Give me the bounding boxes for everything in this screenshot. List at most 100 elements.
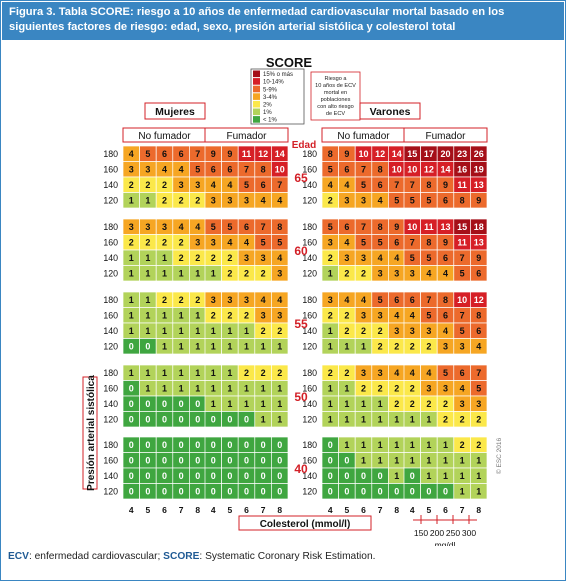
risk-value: 5 — [361, 180, 366, 190]
risk-value: 9 — [394, 222, 399, 232]
risk-value: 1 — [261, 342, 266, 352]
y-axis-label: Presión arterial sistólica — [86, 375, 97, 491]
cholesterol-tick-label: 6 — [162, 505, 167, 515]
risk-value: 4 — [460, 384, 465, 394]
risk-value: 1 — [195, 342, 200, 352]
cholesterol-tick-label: 5 — [427, 505, 432, 515]
risk-value: 2 — [426, 399, 431, 409]
risk-value: 2 — [277, 368, 282, 378]
risk-value: 1 — [460, 471, 465, 481]
figure-caption: Figura 3. Tabla SCORE: riesgo a 10 años … — [9, 6, 505, 33]
risk-value: 1 — [261, 384, 266, 394]
risk-value: 3 — [244, 196, 249, 206]
risk-value: 4 — [195, 222, 200, 232]
risk-value: 8 — [378, 165, 383, 175]
risk-value: 5 — [328, 165, 333, 175]
risk-value: 5 — [195, 165, 200, 175]
risk-value: 13 — [474, 180, 484, 190]
risk-value: 1 — [344, 342, 349, 352]
risk-value: 4 — [261, 196, 266, 206]
risk-value: 1 — [162, 384, 167, 394]
risk-value: 2 — [195, 196, 200, 206]
sbp-tick-label: 180 — [302, 222, 317, 232]
risk-value: 2 — [378, 326, 383, 336]
risk-value: 9 — [344, 149, 349, 159]
risk-value: 3 — [211, 295, 216, 305]
sbp-tick-label: 160 — [103, 456, 118, 466]
risk-value: 2 — [179, 253, 184, 263]
risk-value: 0 — [162, 456, 167, 466]
risk-value: 0 — [328, 456, 333, 466]
risk-value: 2 — [394, 342, 399, 352]
risk-value: 1 — [476, 471, 481, 481]
risk-value: 2 — [162, 295, 167, 305]
risk-value: 0 — [361, 487, 366, 497]
legend-label: 2% — [263, 103, 272, 109]
risk-value: 5 — [145, 149, 150, 159]
cholesterol-tick-label: 8 — [195, 505, 200, 515]
risk-value: 6 — [460, 368, 465, 378]
risk-value: 5 — [426, 196, 431, 206]
legend-label: 15% o más — [263, 72, 293, 78]
risk-value: 0 — [162, 415, 167, 425]
risk-value: 4 — [344, 238, 349, 248]
legend-swatch — [253, 100, 260, 108]
risk-value: 2 — [277, 326, 282, 336]
risk-value: 1 — [361, 456, 366, 466]
risk-value: 4 — [277, 253, 282, 263]
risk-value: 1 — [443, 471, 448, 481]
risk-value: 1 — [443, 440, 448, 450]
risk-value: 5 — [227, 222, 232, 232]
risk-value: 1 — [162, 311, 167, 321]
risk-value: 1 — [162, 269, 167, 279]
risk-value: 5 — [211, 222, 216, 232]
risk-value: 0 — [145, 456, 150, 466]
risk-value: 1 — [129, 368, 134, 378]
sbp-tick-label: 140 — [103, 326, 118, 336]
risk-value: 15 — [407, 149, 417, 159]
risk-value: 1 — [211, 269, 216, 279]
cholesterol-tick-label: 8 — [476, 505, 481, 515]
sbp-tick-label: 160 — [302, 384, 317, 394]
risk-value: 9 — [227, 149, 232, 159]
risk-value: 3 — [244, 295, 249, 305]
risk-value: 1 — [227, 368, 232, 378]
cholesterol-tick-label: 4 — [410, 505, 415, 515]
risk-value: 1 — [277, 399, 282, 409]
risk-value: 5 — [244, 180, 249, 190]
risk-value: 0 — [211, 487, 216, 497]
sbp-tick-label: 180 — [103, 222, 118, 232]
risk-value: 0 — [145, 487, 150, 497]
age-label: 60 — [294, 244, 308, 258]
risk-cell — [470, 483, 488, 500]
risk-value: 1 — [261, 399, 266, 409]
sbp-tick-label: 120 — [302, 269, 317, 279]
score-chart: SCORE 15% o más 10-14%5-9% 3-4% 2%1% < 1% Ries… — [82, 55, 503, 546]
sbp-tick-label: 140 — [103, 253, 118, 263]
risk-value: 1 — [426, 471, 431, 481]
risk-value: 4 — [361, 295, 366, 305]
risk-value: 4 — [443, 269, 448, 279]
risk-value: 0 — [195, 440, 200, 450]
risk-value: 5 — [378, 238, 383, 248]
footnote-ecv-text: : enfermedad cardiovascular; — [28, 551, 164, 562]
risk-value: 19 — [474, 165, 484, 175]
risk-value: 4 — [179, 165, 184, 175]
risk-value: 1 — [244, 399, 249, 409]
risk-value: 2 — [179, 238, 184, 248]
risk-value: 6 — [162, 149, 167, 159]
risk-value: 0 — [244, 487, 249, 497]
sbp-tick-label: 120 — [302, 342, 317, 352]
legend-note-box — [310, 71, 361, 121]
risk-value: 1 — [328, 342, 333, 352]
risk-value: 0 — [378, 471, 383, 481]
risk-value: 1 — [145, 253, 150, 263]
risk-value: 5 — [361, 238, 366, 248]
risk-value: 4 — [443, 326, 448, 336]
risk-cell — [470, 192, 488, 209]
risk-value: 1 — [261, 415, 266, 425]
risk-value: 12 — [375, 149, 385, 159]
risk-value: 3 — [227, 196, 232, 206]
risk-value: 1 — [195, 269, 200, 279]
risk-value: 1 — [443, 456, 448, 466]
